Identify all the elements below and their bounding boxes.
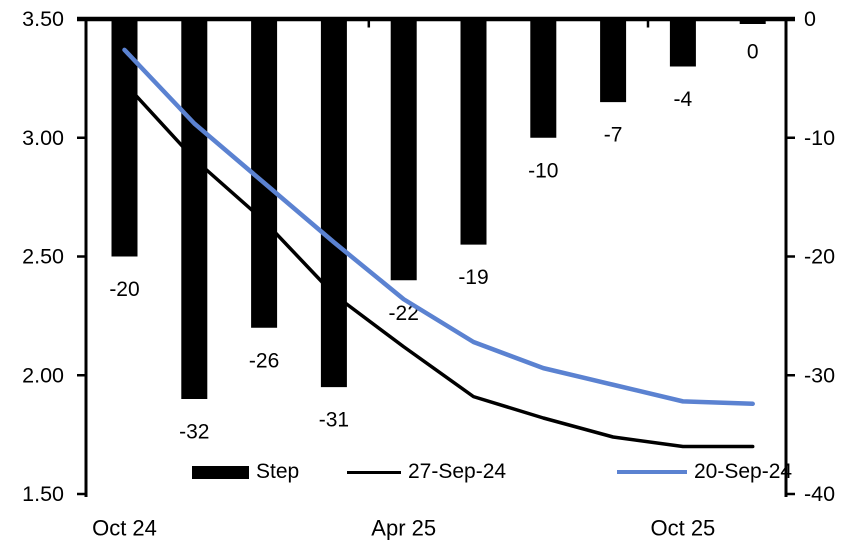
bar-data-label: -20 <box>109 278 139 301</box>
left-axis-label: 2.00 <box>22 363 64 387</box>
bar-step--32 <box>181 19 208 399</box>
bar-data-label: -22 <box>389 302 419 325</box>
bar-data-label: -4 <box>674 88 693 111</box>
bar-data-label: -26 <box>249 349 279 372</box>
left-axis-label: 3.00 <box>22 126 64 150</box>
bar-data-label: -7 <box>604 124 623 147</box>
legend-item-step: Step <box>192 460 299 484</box>
legend-line-swatch-black <box>347 470 401 474</box>
x-axis-label: Oct 24 <box>92 516 157 541</box>
right-axis-label: 0 <box>804 7 816 31</box>
bar-data-label: -32 <box>179 421 209 444</box>
legend-line-swatch-blue <box>617 470 687 474</box>
right-axis-label: -20 <box>804 245 835 269</box>
x-axis-label: Apr 25 <box>371 516 436 541</box>
x-axis-label: Oct 25 <box>650 516 715 541</box>
bar-step--4 <box>669 19 696 67</box>
bar-step--10 <box>530 19 557 138</box>
legend-label-20-sep-24: 20-Sep-24 <box>694 460 793 483</box>
bar-step--19 <box>460 19 487 245</box>
right-axis-label: -30 <box>804 363 835 387</box>
bar-data-label: -19 <box>458 266 488 289</box>
line-series-20-Sep-24 <box>122 47 755 406</box>
left-axis-label: 1.50 <box>22 482 64 506</box>
right-axis-label: -10 <box>804 126 835 150</box>
right-axis-label: -40 <box>804 482 835 506</box>
left-axis-label: 2.50 <box>22 245 64 269</box>
left-axis-label: 3.50 <box>22 7 64 31</box>
bar-step--7 <box>600 19 627 103</box>
legend-label-27-sep-24: 27-Sep-24 <box>408 460 507 483</box>
legend-label-step: Step <box>256 460 300 483</box>
line-series-27-Sep-24 <box>122 81 755 449</box>
legend-item-27-sep-24: 27-Sep-24 <box>347 460 506 484</box>
legend-item-20-sep-24: 20-Sep-24 <box>617 460 792 484</box>
bar-step--31 <box>320 19 347 388</box>
bar-data-label: -31 <box>319 409 349 432</box>
bar-step-0 <box>739 19 766 24</box>
bar-step--22 <box>390 19 417 281</box>
legend-bar-swatch <box>192 465 249 479</box>
bar-data-label: -10 <box>528 159 558 182</box>
bar-step--20 <box>111 19 138 257</box>
bar-data-label: 0 <box>747 41 759 64</box>
